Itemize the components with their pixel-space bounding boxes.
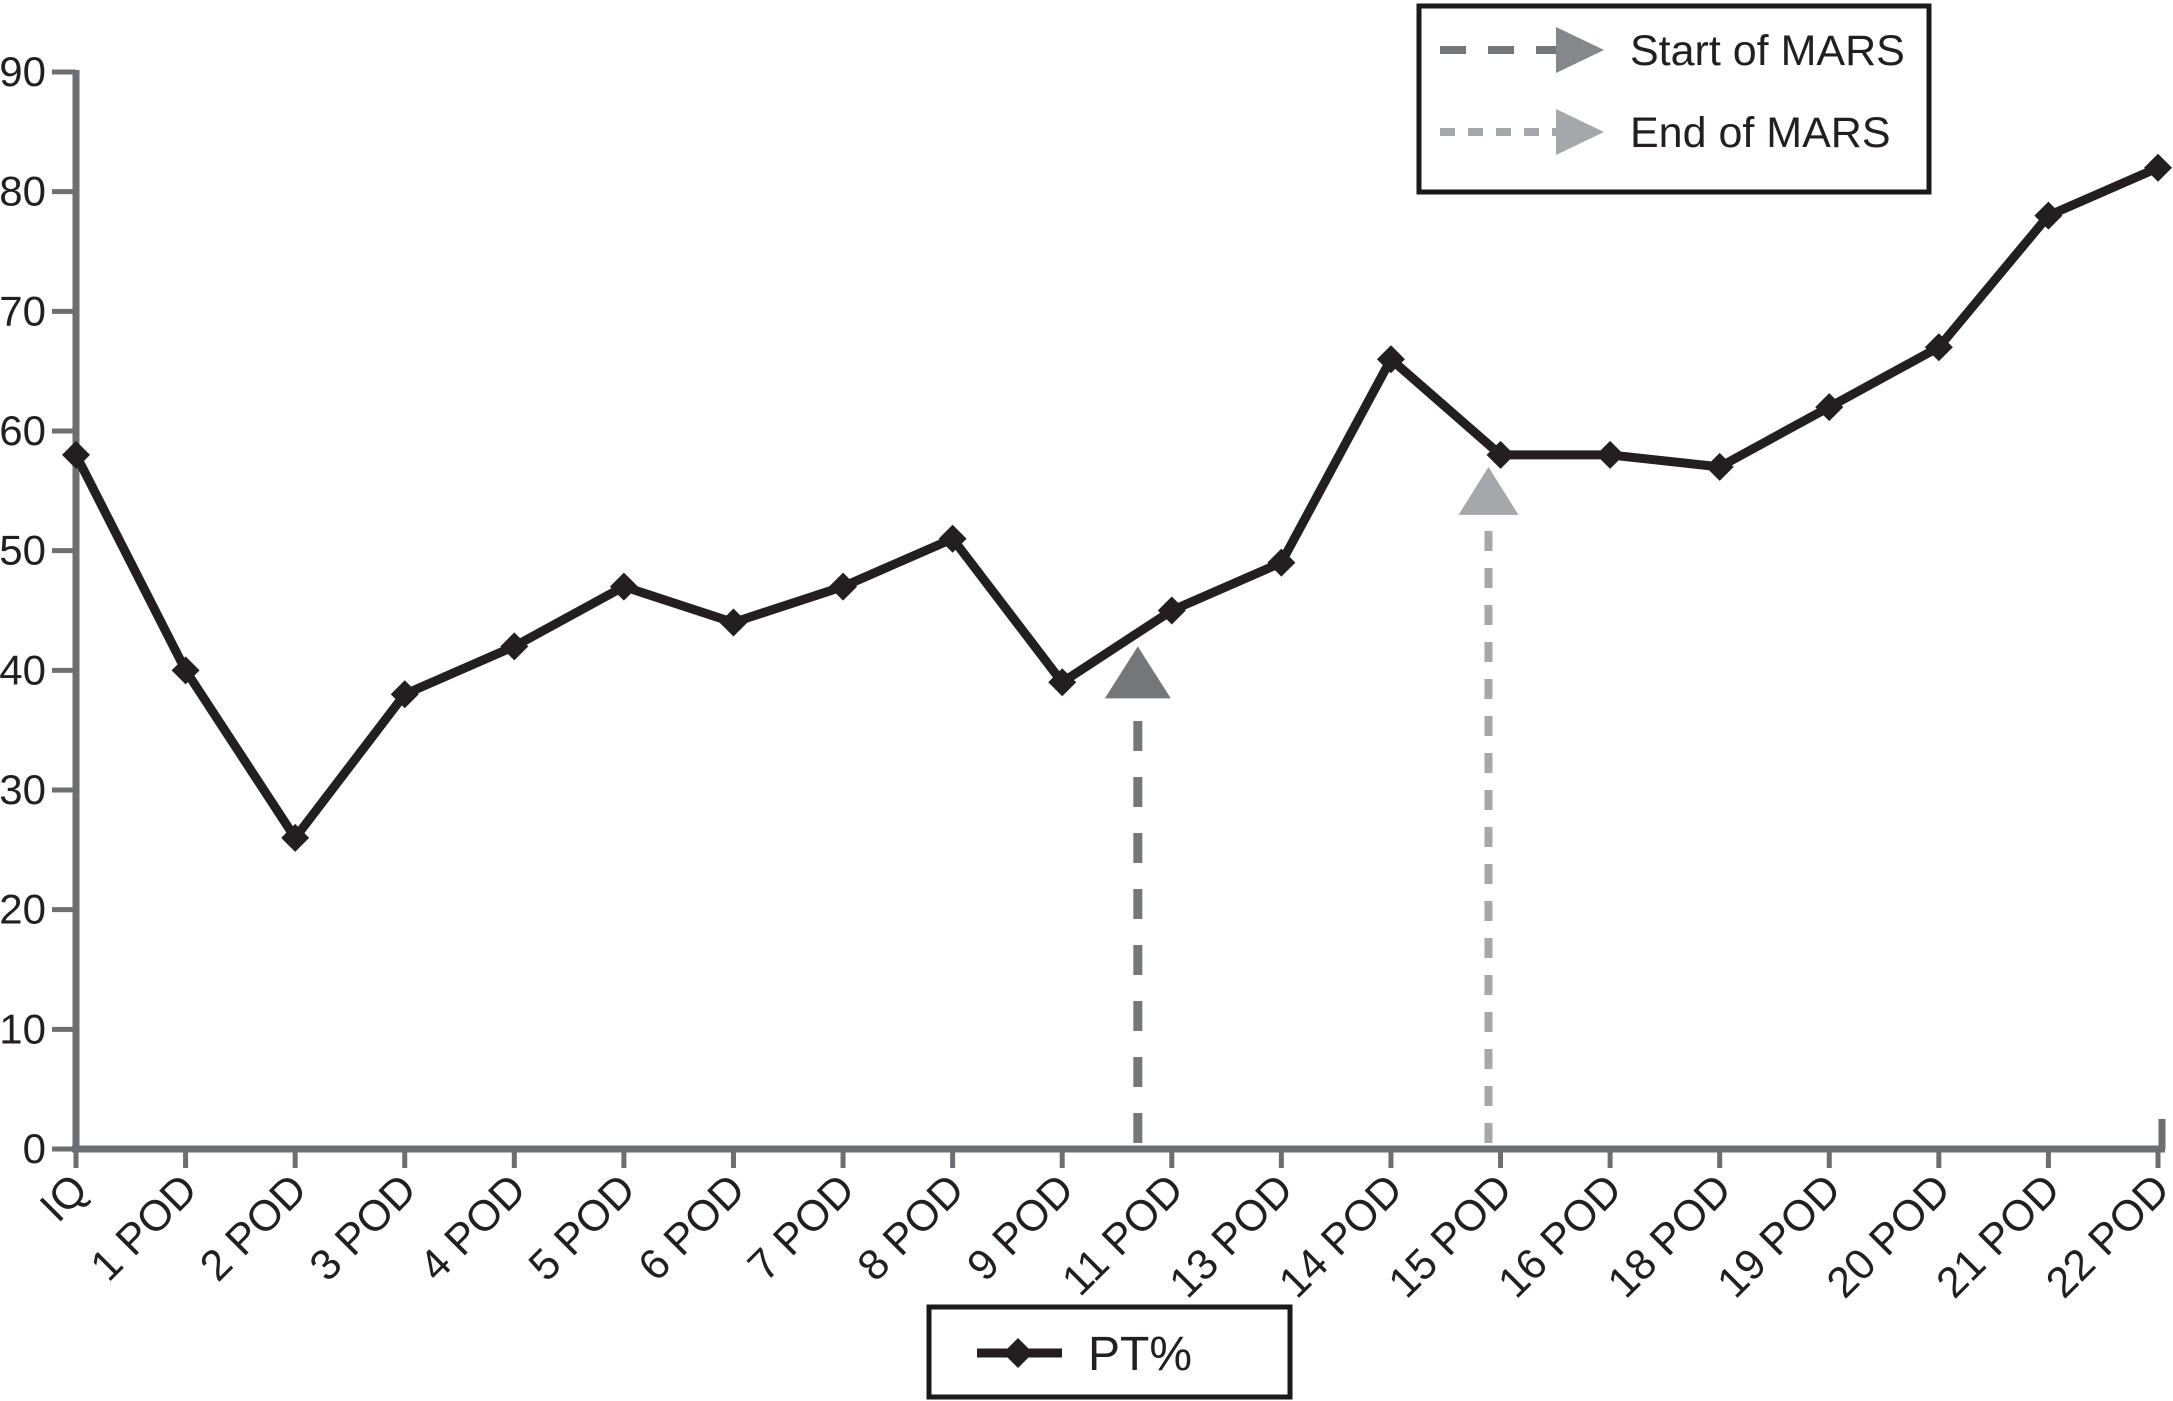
y-tick-label-80: 80	[0, 168, 46, 215]
y-tick-label-90: 90	[0, 48, 46, 95]
x-tick-label-22-POD: 22 POD	[2037, 1165, 2173, 1307]
x-tick-label-5-POD: 5 POD	[520, 1165, 645, 1290]
data-point-11-POD	[1157, 596, 1186, 625]
legend-item-end-of-mars: End of MARS	[1440, 109, 1891, 157]
legend-label-end-of-mars: End of MARS	[1630, 109, 1891, 157]
legend-label-start-of-mars: Start of MARS	[1630, 27, 1905, 75]
x-tick-label-3-POD: 3 POD	[301, 1165, 426, 1290]
data-point-4-POD	[500, 632, 529, 661]
data-point-15-POD	[1486, 440, 1515, 469]
x-tick-label-8-POD: 8 POD	[849, 1165, 974, 1290]
y-tick-label-50: 50	[0, 527, 46, 574]
y-tick-label-0: 0	[23, 1125, 46, 1172]
data-point-21-POD	[2034, 201, 2063, 230]
data-point-16-POD	[1596, 440, 1625, 469]
data-point-3-POD	[390, 680, 419, 709]
x-tick-label-15-POD: 15 POD	[1379, 1165, 1521, 1307]
data-point-2-POD	[281, 823, 310, 852]
y-tick-label-70: 70	[0, 287, 46, 334]
y-tick-label-30: 30	[0, 766, 46, 813]
data-point-1-POD	[171, 656, 200, 685]
data-point-19-POD	[1815, 393, 1844, 422]
data-point-5-POD	[609, 572, 638, 601]
data-point-9-POD	[1048, 668, 1077, 697]
series-legend-label: PT%	[1088, 1328, 1192, 1381]
data-point-8-POD	[938, 524, 967, 553]
x-tick-label-18-POD: 18 POD	[1599, 1165, 1741, 1307]
x-tick-label-1-POD: 1 POD	[81, 1165, 206, 1290]
legend-item-start-of-mars: Start of MARS	[1440, 27, 1905, 75]
mars-legend: Start of MARS End of MARS	[1416, 3, 1932, 195]
x-tick-label-7-POD: 7 POD	[739, 1165, 864, 1290]
diamond-marker-icon	[1003, 1338, 1033, 1368]
series-legend-box	[926, 1304, 1293, 1400]
y-tick-label-20: 20	[0, 886, 46, 933]
data-point-22-POD	[2144, 153, 2172, 182]
Start-of-MARS-up-arrowhead-icon	[1104, 646, 1171, 699]
right-arrowhead-icon	[1556, 109, 1604, 155]
y-tick-label-60: 60	[0, 407, 46, 454]
x-tick-label-2-POD: 2 POD	[191, 1165, 316, 1290]
x-tick-label-4-POD: 4 POD	[410, 1165, 535, 1290]
x-tick-label-6-POD: 6 POD	[629, 1165, 754, 1290]
series-legend: PT%	[926, 1304, 1293, 1400]
y-tick-label-10: 10	[0, 1005, 46, 1052]
mars-legend-box	[1416, 3, 1932, 195]
data-point-13-POD	[1267, 548, 1296, 577]
x-tick-label-IQ: IQ	[31, 1165, 97, 1231]
data-point-18-POD	[1705, 452, 1734, 481]
data-point-7-POD	[829, 572, 858, 601]
End-of-MARS-up-arrowhead-icon	[1458, 466, 1519, 515]
x-tick-label-13-POD: 13 POD	[1160, 1165, 1302, 1307]
data-point-14-POD	[1376, 345, 1405, 374]
right-arrowhead-icon	[1556, 27, 1604, 73]
x-tick-label-16-POD: 16 POD	[1489, 1165, 1631, 1307]
data-point-IQ	[62, 440, 90, 469]
x-tick-label-20-POD: 20 POD	[1818, 1165, 1960, 1307]
x-tick-label-14-POD: 14 POD	[1270, 1165, 1412, 1307]
series-line-PT-	[71, 163, 2163, 843]
data-point-20-POD	[1924, 333, 1953, 362]
data-point-6-POD	[719, 608, 748, 637]
x-tick-label-21-POD: 21 POD	[1927, 1165, 2069, 1307]
y-tick-label-40: 40	[0, 646, 46, 693]
x-tick-label-19-POD: 19 POD	[1708, 1165, 1850, 1307]
